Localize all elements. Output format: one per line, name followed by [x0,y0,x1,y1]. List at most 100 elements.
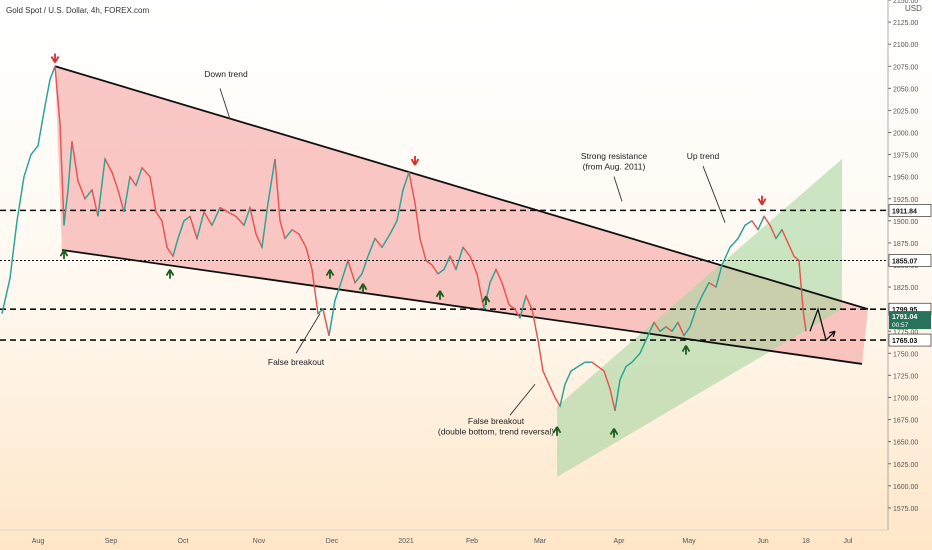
price-segment [431,264,439,275]
y-tick-label: 1975.00 [893,153,918,160]
up-arrow-marker [59,249,69,260]
up-arrow-marker [609,428,619,438]
price-segment [802,309,807,332]
price-segment [37,105,46,146]
price-segment [476,273,485,310]
price-segment [525,295,533,310]
price-segment [639,335,649,354]
y-tick-label: 1750.00 [893,351,918,358]
y-tick-label: 1675.00 [893,418,918,425]
price-segment [653,322,661,332]
annotation-label: Down trend [204,69,248,79]
price-segment [149,176,157,213]
price-segment [340,260,349,283]
price-segment [30,145,39,156]
price-segment [104,158,113,173]
annotation-label: False breakout [468,416,525,426]
y-tick-label: 1950.00 [893,175,918,182]
up-arrow-marker [552,426,562,436]
price-segment [219,206,229,213]
price-segment [665,326,673,332]
projection-path [809,306,836,342]
price-segment [59,123,65,226]
price-segment [71,141,79,182]
annotation-label: (double bottom, trend reversal) [438,427,554,437]
annotation-label: (from Aug. 2011) [583,162,646,172]
price-segment [155,211,163,222]
price-segment [227,211,237,218]
annotation-pointer [702,165,726,223]
x-tick-label: Dec [326,538,339,545]
price-segment [455,247,464,270]
price-segment [564,370,572,385]
price-segment [537,339,544,372]
price-segment [603,370,611,389]
price-segment [469,255,478,275]
price-segment [647,322,655,336]
price-segment [757,216,765,230]
y-tick-label: 1625.00 [893,462,918,469]
trendline [54,65,869,311]
last-price-timer: 00:57 [892,322,909,329]
price-segment [751,220,759,231]
down-arrow-marker [757,195,767,206]
price-segment [249,207,257,235]
price-segment [763,216,771,226]
downtrend-zone [55,66,868,364]
price-segment [519,295,527,319]
y-tick-label: 2025.00 [893,108,918,115]
y-tick-label: 1775.00 [893,329,918,336]
price-segment [414,203,421,239]
price-segment [548,383,556,398]
y-tick-label: 1925.00 [893,197,918,204]
y-tick-label: 2000.00 [893,131,918,138]
price-segment [787,242,795,257]
price-segment [141,167,151,178]
price-segment [63,189,69,226]
y-tick-label: 1650.00 [893,440,918,447]
price-segment [402,172,410,191]
price-segment [721,247,731,266]
price-segment [462,246,471,257]
price-segment [531,309,539,341]
price-segment [291,229,300,235]
price-segment [161,220,168,248]
price-segment [508,304,516,310]
price-segment [298,233,307,248]
y-tick-label: 1700.00 [893,396,918,403]
price-segment [183,215,191,222]
chart-title: Gold Spot / U.S. Dollar, 4h, FOREX.com [6,6,150,15]
price-segment [570,365,579,372]
price-segment [729,238,739,248]
price-segment [389,220,398,235]
price-segment [501,282,510,305]
price-segment [274,158,281,221]
price-segment [443,255,451,270]
price-segment [737,224,746,239]
price-segment [1,278,11,314]
price-segment [347,260,356,283]
price-segment [577,361,586,368]
x-tick-label: May [682,538,696,545]
price-segment [514,308,521,319]
price-segment [631,352,641,363]
price-segment [211,207,221,226]
down-arrow-marker [50,53,60,63]
price-segment [117,189,125,213]
projection-arrowhead [829,330,836,338]
x-tick-label: Jul [844,538,853,545]
price-segment [279,220,286,239]
price-segment [367,238,376,257]
price-segment [437,268,445,275]
price-level-tag-label: 1911.84 [892,208,917,215]
price-segment [261,203,269,248]
currency-label: USD [905,4,922,13]
price-segment [123,176,131,213]
price-segment [495,269,503,283]
price-segment [554,397,561,407]
price-segment [793,255,800,262]
price-segment [243,207,251,226]
y-tick-label: 1825.00 [893,285,918,292]
